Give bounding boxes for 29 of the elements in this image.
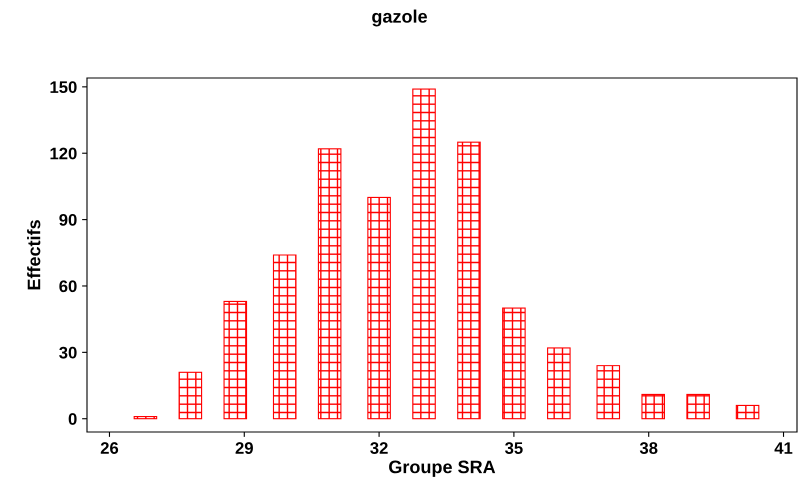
bar	[596, 365, 620, 420]
bar	[641, 394, 665, 420]
bar	[736, 404, 760, 420]
y-tick-label: 0	[68, 413, 77, 425]
y-tick-label: 150	[50, 81, 77, 94]
chart-title: gazole	[372, 10, 427, 26]
x-tick-label: 35	[505, 442, 523, 454]
y-tick-label: 60	[59, 280, 77, 292]
x-tick-label: 26	[100, 442, 118, 454]
bar	[686, 394, 710, 420]
bar	[412, 88, 436, 420]
bar	[272, 254, 297, 420]
x-tick-label: 32	[370, 442, 388, 454]
x-axis-title: Groupe SRA	[389, 460, 496, 477]
bar	[318, 148, 342, 420]
bar	[224, 300, 248, 420]
bar	[457, 142, 481, 420]
y-tick-label: 120	[50, 148, 77, 160]
bar	[547, 347, 571, 420]
bar	[134, 416, 158, 420]
bar	[178, 372, 202, 420]
x-tick-label: 38	[640, 442, 658, 454]
y-tick-label: 30	[59, 346, 77, 359]
bar	[502, 308, 526, 420]
y-axis-title: Effectifs	[27, 220, 40, 290]
x-tick-label: 41	[774, 442, 792, 454]
bar	[367, 196, 391, 420]
x-tick-label: 29	[236, 442, 253, 454]
y-tick-label: 90	[59, 214, 77, 226]
